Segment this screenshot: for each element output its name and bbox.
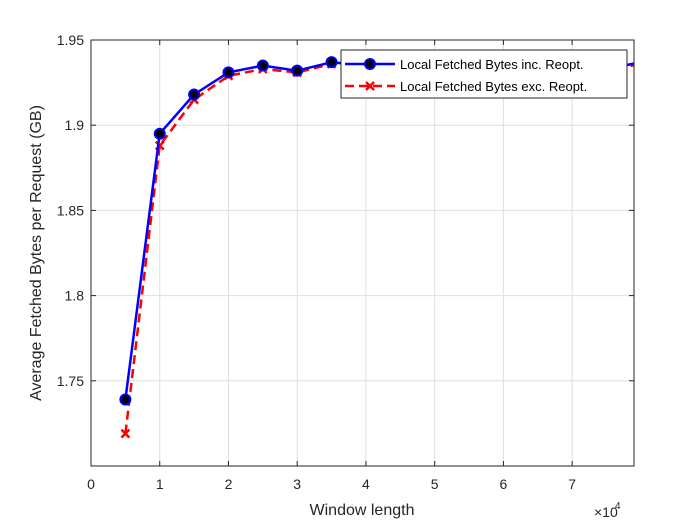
legend-box <box>340 49 628 99</box>
y-tick-label: 1.75 <box>57 373 84 389</box>
data-point-series-1 <box>119 393 132 406</box>
data-point-series-1 <box>325 56 338 69</box>
x-tick-label: 2 <box>225 476 233 492</box>
y-tick-label: 1.85 <box>57 202 84 218</box>
data-point-series-1 <box>222 66 235 79</box>
y-tick-label: 1.9 <box>65 117 85 133</box>
legend: Local Fetched Bytes inc. Reopt. Local Fe… <box>340 49 628 99</box>
data-point-series-2 <box>120 428 131 439</box>
x-marker-stroke <box>120 428 131 439</box>
x-tick-label: 1 <box>156 476 164 492</box>
legend-label-series-1: Local Fetched Bytes inc. Reopt. <box>400 57 584 72</box>
legend-x-glyph <box>365 81 375 91</box>
y-tick-label: 1.8 <box>65 288 85 304</box>
data-point-series-1 <box>256 59 269 72</box>
grid <box>90 39 634 466</box>
x-multiplier-exponent: 4 <box>615 501 621 512</box>
x-tick-label: 7 <box>568 476 576 492</box>
data-point-series-1 <box>188 88 201 101</box>
legend-marker-series-2 <box>365 81 375 91</box>
legend-marker-series-1 <box>364 58 376 70</box>
x-axis-label: Window length <box>310 502 415 519</box>
axes-box <box>90 39 635 467</box>
x-tick-label: 4 <box>362 476 370 492</box>
x-tick-label: 0 <box>87 476 95 492</box>
x-tick-label: 6 <box>500 476 508 492</box>
axes <box>90 39 635 467</box>
data-point-series-1 <box>153 127 166 140</box>
x-multiplier-base: ×10 <box>594 504 618 520</box>
data-point-series-1 <box>291 64 304 77</box>
x-tick-label: 5 <box>431 476 439 492</box>
plot-area-background <box>91 40 634 466</box>
x-tick-label: 3 <box>293 476 301 492</box>
x-marker-stroke <box>365 81 375 91</box>
y-tick-label: 1.95 <box>57 32 84 48</box>
tick-labels: 0 1 2 3 4 5 6 7 1.75 1.8 1.85 1.9 1.95 <box>57 32 576 492</box>
x-axis-multiplier: ×10 4 <box>594 501 621 520</box>
legend-label-series-2: Local Fetched Bytes exc. Reopt. <box>400 79 587 94</box>
y-axis-label: Average Fetched Bytes per Request (GB) <box>28 105 45 401</box>
